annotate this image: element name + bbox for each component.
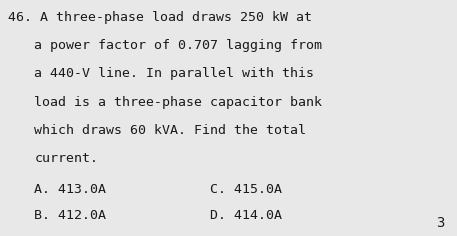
Text: B. 412.0A: B. 412.0A (34, 209, 106, 222)
Text: C. 415.0A: C. 415.0A (210, 183, 282, 196)
Text: a power factor of 0.707 lagging from: a power factor of 0.707 lagging from (34, 39, 322, 52)
Text: current.: current. (34, 152, 98, 165)
Text: load is a three-phase capacitor bank: load is a three-phase capacitor bank (34, 96, 322, 109)
Text: 3: 3 (436, 216, 444, 230)
Text: a 440-V line. In parallel with this: a 440-V line. In parallel with this (34, 67, 314, 80)
Text: A. 413.0A: A. 413.0A (34, 183, 106, 196)
Text: D. 414.0A: D. 414.0A (210, 209, 282, 222)
Text: 46. A three-phase load draws 250 kW at: 46. A three-phase load draws 250 kW at (8, 11, 312, 24)
Text: which draws 60 kVA. Find the total: which draws 60 kVA. Find the total (34, 124, 306, 137)
